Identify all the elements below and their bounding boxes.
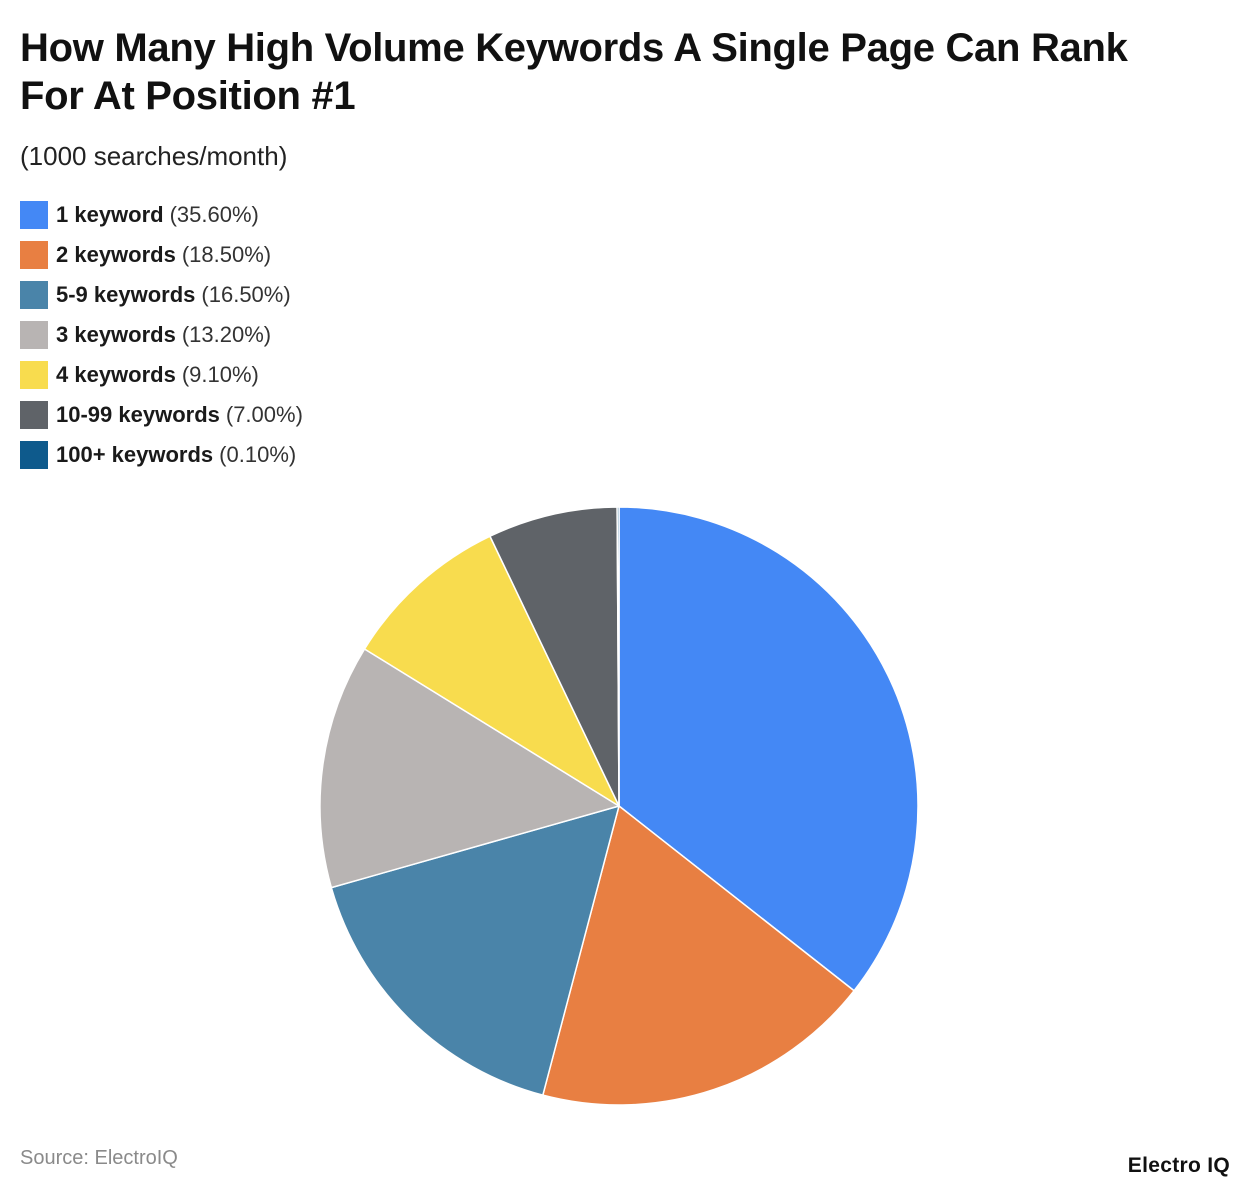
legend-item-4-keywords: 4 keywords (9.10%) (20, 355, 303, 395)
legend-item-5-9-keywords: 5-9 keywords (16.50%) (20, 275, 303, 315)
legend-label: 3 keywords (56, 322, 176, 347)
pie-slice-3-keywords (319, 648, 620, 889)
legend-item-10-99-keywords: 10-99 keywords (7.00%) (20, 395, 303, 435)
legend-label: 1 keyword (56, 202, 164, 227)
legend-item-2-keywords: 2 keywords (18.50%) (20, 235, 303, 275)
source-note: Source: ElectroIQ (20, 1147, 178, 1169)
legend-swatch (20, 361, 48, 389)
legend-label: 2 keywords (56, 242, 176, 267)
pie-slice-10-99-keywords (489, 506, 620, 807)
legend-swatch (20, 281, 48, 309)
legend-swatch (20, 401, 48, 429)
legend-percent: (7.00%) (225, 402, 303, 427)
legend-percent: (0.10%) (219, 442, 297, 467)
brand-logo: Electro IQ (1127, 1154, 1230, 1177)
legend-label: 100+ keywords (56, 442, 214, 467)
chart-title: How Many High Volume Keywords A Single P… (20, 26, 1128, 118)
chart-subtitle: (1000 searches/month) (20, 141, 288, 171)
legend-swatch (20, 201, 48, 229)
legend-percent: (13.20%) (181, 322, 272, 347)
pie-slice-100-plus-keywords (616, 506, 620, 807)
legend-item-1-keyword: 1 keyword (35.60%) (20, 195, 303, 235)
legend-label: 4 keywords (56, 362, 176, 387)
pie-slice-1-keyword (618, 506, 919, 992)
legend-percent: (9.10%) (181, 362, 259, 387)
legend-percent: (16.50%) (201, 282, 291, 307)
legend: 1 keyword (35.60%) 2 keywords (18.50%) 5… (20, 195, 303, 475)
legend-item-100-plus-keywords: 100+ keywords (0.10%) (20, 435, 303, 475)
pie-slice-4-keywords (363, 535, 620, 807)
legend-swatch (20, 441, 48, 469)
legend-item-3-keywords: 3 keywords (13.20%) (20, 315, 303, 355)
pie-slice-5-9-keywords (330, 805, 620, 1096)
legend-swatch (20, 241, 48, 269)
legend-label: 10-99 keywords (56, 402, 220, 427)
legend-label: 5-9 keywords (56, 282, 196, 307)
legend-percent: (18.50%) (181, 242, 272, 267)
legend-swatch (20, 321, 48, 349)
pie-slice-2-keywords (542, 805, 855, 1106)
legend-percent: (35.60%) (169, 202, 259, 227)
